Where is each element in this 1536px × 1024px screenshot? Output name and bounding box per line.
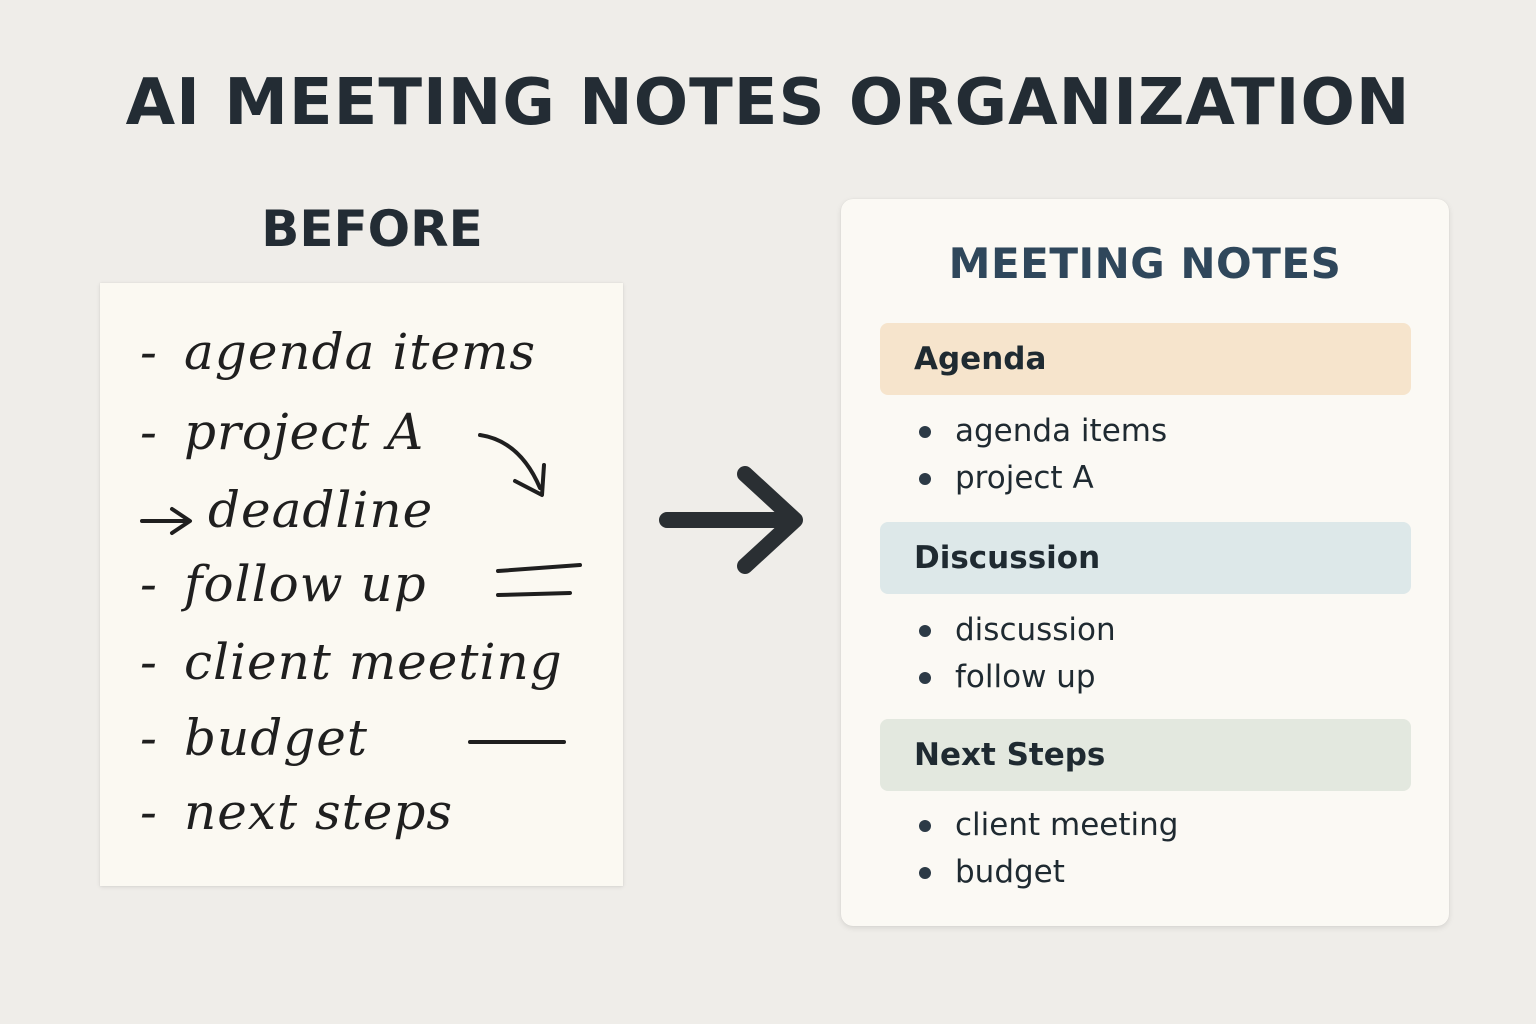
double-underline-mark <box>496 563 582 597</box>
section-header-label: Agenda <box>914 341 1047 377</box>
bullet-icon <box>919 473 931 485</box>
handwritten-line: - next steps <box>140 783 453 841</box>
list-item: client meeting <box>919 802 1178 849</box>
handwriting-doodles <box>140 433 582 744</box>
list-item: agenda items <box>919 408 1167 455</box>
handwritten-notes-paper: - agenda items - project A deadline - follo… <box>100 283 623 886</box>
small-arrow-icon <box>140 507 192 535</box>
list-item: discussion <box>919 607 1116 654</box>
section-header-label: Next Steps <box>914 737 1106 773</box>
bullet-icon <box>919 672 931 684</box>
section-items-discussion: discussion follow up <box>919 607 1116 701</box>
bullet-icon <box>919 625 931 637</box>
bullet-icon <box>919 820 931 832</box>
before-label: BEFORE <box>261 200 483 258</box>
section-items-next-steps: client meeting budget <box>919 802 1178 896</box>
handwritten-line: - client meeting <box>140 633 563 691</box>
list-item: follow up <box>919 654 1116 701</box>
main-title: AI MEETING NOTES ORGANIZATION <box>125 66 1411 140</box>
section-items-agenda: agenda items project A <box>919 408 1167 502</box>
section-header-next-steps: Next Steps <box>880 719 1411 791</box>
meeting-notes-card: MEETING NOTES Agenda agenda items projec… <box>841 199 1449 926</box>
section-header-agenda: Agenda <box>880 323 1411 395</box>
section-header-discussion: Discussion <box>880 522 1411 594</box>
handwritten-line: deadline <box>208 481 434 539</box>
bullet-icon <box>919 426 931 438</box>
list-item: project A <box>919 455 1167 502</box>
handwritten-line: - budget <box>140 709 368 767</box>
handwritten-line: - agenda items <box>140 323 537 381</box>
section-header-label: Discussion <box>914 540 1101 576</box>
bullet-icon <box>919 867 931 879</box>
list-item: budget <box>919 849 1178 896</box>
right-arrow-icon <box>659 466 803 574</box>
handwritten-line: - follow up <box>140 555 427 613</box>
curved-arrow-icon <box>478 433 542 490</box>
card-title: MEETING NOTES <box>948 239 1342 288</box>
handwritten-line: - project A <box>140 403 425 461</box>
